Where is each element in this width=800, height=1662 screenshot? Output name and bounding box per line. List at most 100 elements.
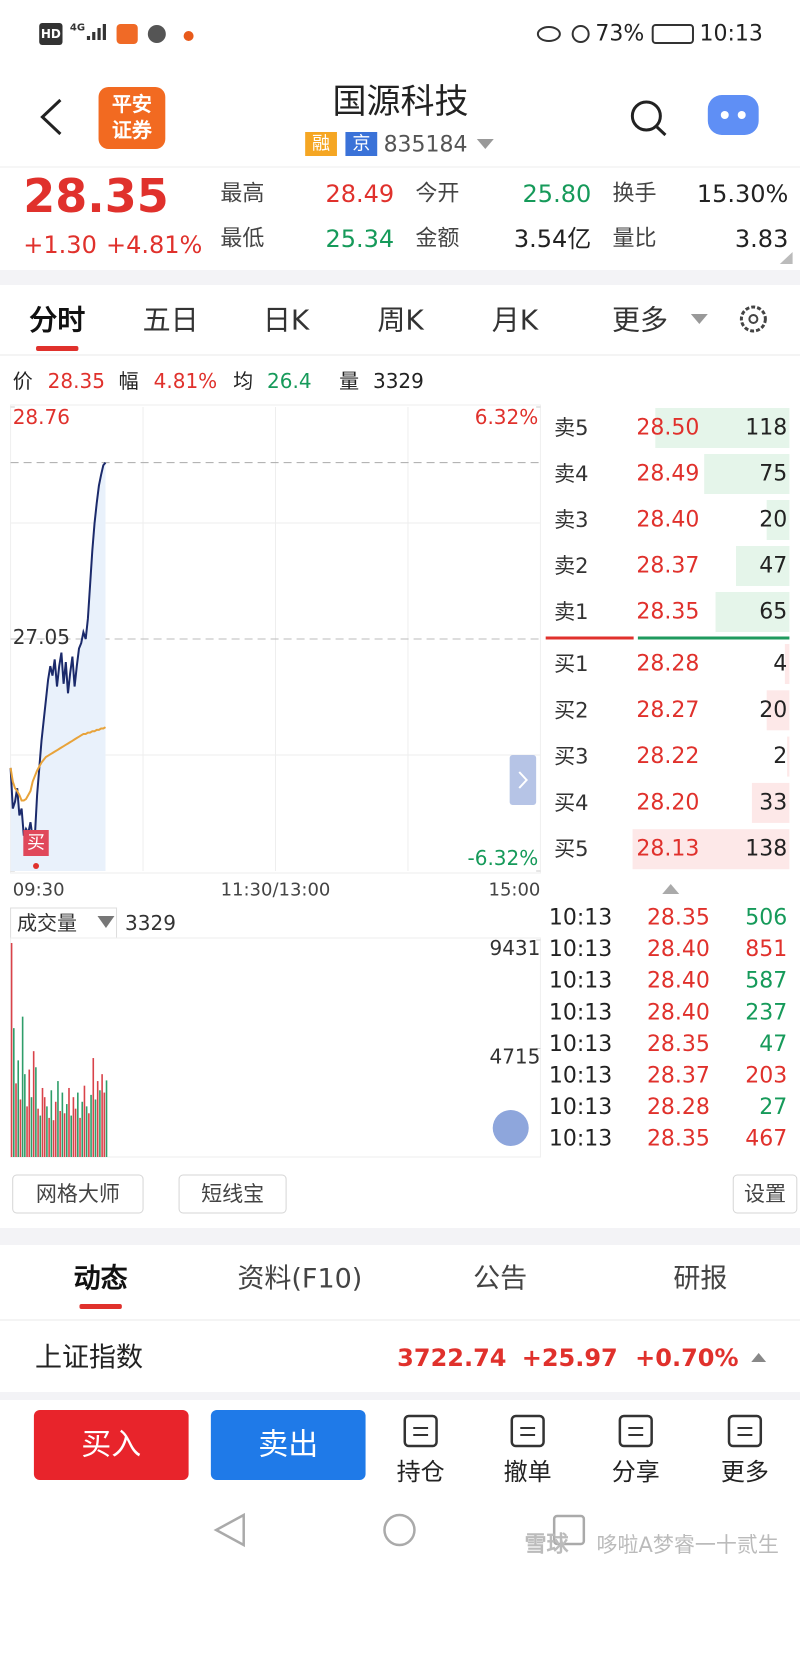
tool-button[interactable] [12,1174,144,1214]
volume-bar [96,1081,99,1157]
chart-tab[interactable]: 月K [492,304,539,337]
tool-label[interactable]: 网格大师 [36,1182,120,1206]
last-price: 28.35 [23,169,169,223]
search-icon[interactable] [630,100,662,132]
price-change-pct: +4.81% [106,231,202,259]
chart-tab[interactable]: 分时 [29,304,85,337]
index-change: +25.97 [522,1344,618,1372]
volume-bar [103,1092,106,1157]
volume-bar [28,1069,31,1157]
volume-bar [30,1097,33,1157]
book-level: 卖2 [554,554,588,578]
trade-time: 10:13 [549,1095,612,1120]
nav-label[interactable]: 分享 [612,1458,660,1486]
x-tick-label: 11:30/13:00 [221,880,331,901]
signal-text: 4G [70,23,85,34]
battery-icon [651,24,694,44]
book-price: 28.20 [636,790,699,815]
chart-tab[interactable]: 周K [377,304,424,337]
sell-button-label[interactable]: 卖出 [258,1428,318,1463]
depth-bar [751,782,790,823]
stat-value: 15.30% [697,180,789,208]
nav-label[interactable]: 撤单 [504,1458,552,1486]
app-icon [116,24,138,44]
volume-bar [88,1113,90,1157]
logo-text: 平安 [112,92,152,116]
volume-title: 成交量 [17,911,77,935]
trade-volume: 203 [745,1064,787,1089]
more-dropdown [690,314,708,324]
code-dropdown[interactable] [476,139,494,149]
logo-text: 证券 [112,118,153,142]
bell-icon [571,25,590,43]
y2-tick-label: -6.32% [468,846,539,870]
tool-label[interactable]: 短线宝 [201,1182,264,1206]
trade-price: 28.28 [647,1095,710,1120]
book-level: 买3 [554,745,588,769]
book-level: 卖3 [554,508,588,532]
chart-tab[interactable]: 五日 [143,304,199,337]
back-button[interactable] [40,98,62,136]
volume-bar [83,1085,86,1157]
volume-bar [59,1110,61,1157]
trade-time: 10:13 [549,1064,612,1089]
book-volume: 65 [759,600,787,625]
system-home[interactable] [383,1513,416,1547]
book-price: 28.28 [636,652,699,677]
system-recent[interactable] [552,1514,586,1546]
trade-price: 28.35 [647,1127,710,1152]
depth-bar [632,829,790,870]
news-tab[interactable]: 动态 [74,1264,128,1295]
tool-button[interactable] [732,1174,798,1214]
buy-button[interactable] [33,1410,189,1480]
depth-bar [784,644,790,684]
book-volume: 138 [745,837,787,862]
network-text: HD [41,27,61,41]
volume-bar [72,1097,75,1157]
book-level: 买2 [554,698,588,722]
info-value: 4.81% [154,369,218,393]
news-tab[interactable]: 资料(F10) [237,1264,362,1295]
network-badge [39,23,63,45]
trade-time: 10:13 [549,906,612,931]
sell-button[interactable] [210,1410,366,1480]
nav-label[interactable]: 更多 [721,1458,769,1486]
tool-label[interactable]: 设置 [744,1182,786,1206]
stat-label: 金额 [415,227,459,252]
volume-bar [77,1092,79,1157]
stat-value: 28.49 [325,180,394,208]
volume-bar [15,1083,17,1157]
volume-bar [79,1117,81,1157]
news-tab[interactable]: 公告 [473,1264,527,1295]
news-tab[interactable]: 研报 [673,1264,727,1295]
buy-marker: 买 [27,833,45,854]
tag-text: 融 [312,134,330,155]
trade-time: 10:13 [549,969,612,994]
trade-price: 28.40 [647,937,710,962]
collapse-button[interactable] [509,755,537,805]
nav-label[interactable]: 持仓 [397,1458,445,1486]
stock-code: 835184 [384,133,468,158]
stat-label: 最高 [220,182,264,207]
fullscreen-button[interactable] [492,1110,529,1146]
watermark-site: 雪球 [525,1533,570,1558]
trade-volume: 587 [745,969,787,994]
chart-tab[interactable]: 日K [263,304,310,337]
flame-icon [183,31,194,41]
depth-bar [715,592,790,632]
info-value: 3329 [373,369,424,393]
volume-bar [99,1090,101,1157]
assistant-icon[interactable] [707,95,759,135]
book-volume: 118 [745,416,787,441]
system-back[interactable] [213,1512,245,1548]
trades-scroll-up[interactable] [662,884,680,894]
info-value: 26.4 [267,369,312,393]
buy-button-label[interactable]: 买入 [81,1428,141,1463]
wechat-icon [147,25,166,43]
book-price: 28.40 [636,508,699,533]
settings-gear[interactable] [739,305,767,333]
volume-frame [10,937,541,1158]
trade-time: 10:13 [549,1032,612,1057]
chart-tab[interactable]: 更多 [612,304,668,337]
tool-button[interactable] [178,1174,287,1214]
